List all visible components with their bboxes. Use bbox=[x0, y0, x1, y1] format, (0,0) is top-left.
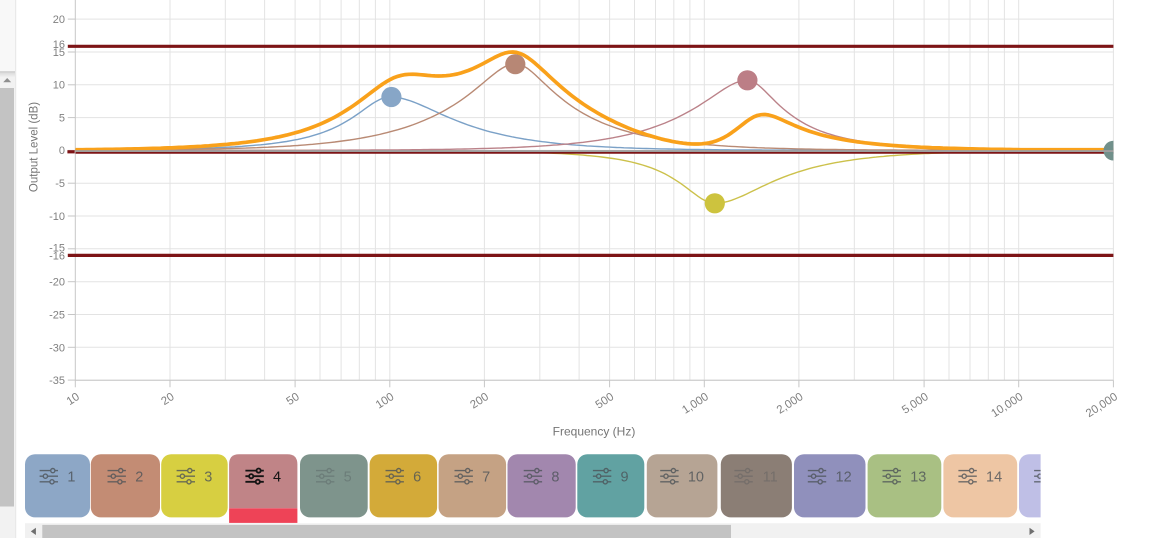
svg-text:5: 5 bbox=[344, 469, 352, 485]
svg-text:11: 11 bbox=[763, 469, 778, 485]
svg-text:14: 14 bbox=[986, 469, 1002, 485]
svg-text:8: 8 bbox=[551, 469, 559, 485]
svg-text:9: 9 bbox=[621, 469, 629, 485]
svg-text:-5: -5 bbox=[55, 178, 65, 190]
svg-text:10: 10 bbox=[65, 391, 82, 408]
svg-text:12: 12 bbox=[836, 469, 852, 485]
svg-text:1: 1 bbox=[67, 469, 75, 485]
svg-text:-16: -16 bbox=[49, 251, 65, 263]
svg-text:-30: -30 bbox=[49, 342, 65, 354]
svg-text:10: 10 bbox=[53, 80, 65, 92]
svg-text:-10: -10 bbox=[49, 211, 65, 223]
svg-text:-35: -35 bbox=[49, 375, 65, 387]
svg-text:5: 5 bbox=[59, 113, 65, 125]
svg-text:10: 10 bbox=[688, 469, 704, 485]
svg-text:Output Level (dB): Output Level (dB) bbox=[29, 102, 41, 192]
svg-text:20: 20 bbox=[159, 391, 176, 408]
svg-text:-25: -25 bbox=[49, 309, 65, 321]
svg-text:3: 3 bbox=[204, 469, 212, 485]
svg-text:0: 0 bbox=[59, 145, 65, 157]
svg-text:50: 50 bbox=[284, 391, 301, 408]
svg-text:13: 13 bbox=[910, 469, 926, 485]
svg-text:15: 15 bbox=[53, 47, 65, 59]
svg-text:Frequency (Hz): Frequency (Hz) bbox=[553, 425, 636, 439]
svg-text:-15: -15 bbox=[49, 243, 65, 255]
svg-text:6: 6 bbox=[413, 469, 421, 485]
svg-text:4: 4 bbox=[273, 469, 281, 485]
svg-text:7: 7 bbox=[482, 469, 490, 485]
svg-text:16: 16 bbox=[53, 39, 65, 51]
svg-text:2: 2 bbox=[135, 469, 143, 485]
svg-text:-20: -20 bbox=[49, 277, 65, 289]
svg-text:20: 20 bbox=[53, 14, 65, 26]
